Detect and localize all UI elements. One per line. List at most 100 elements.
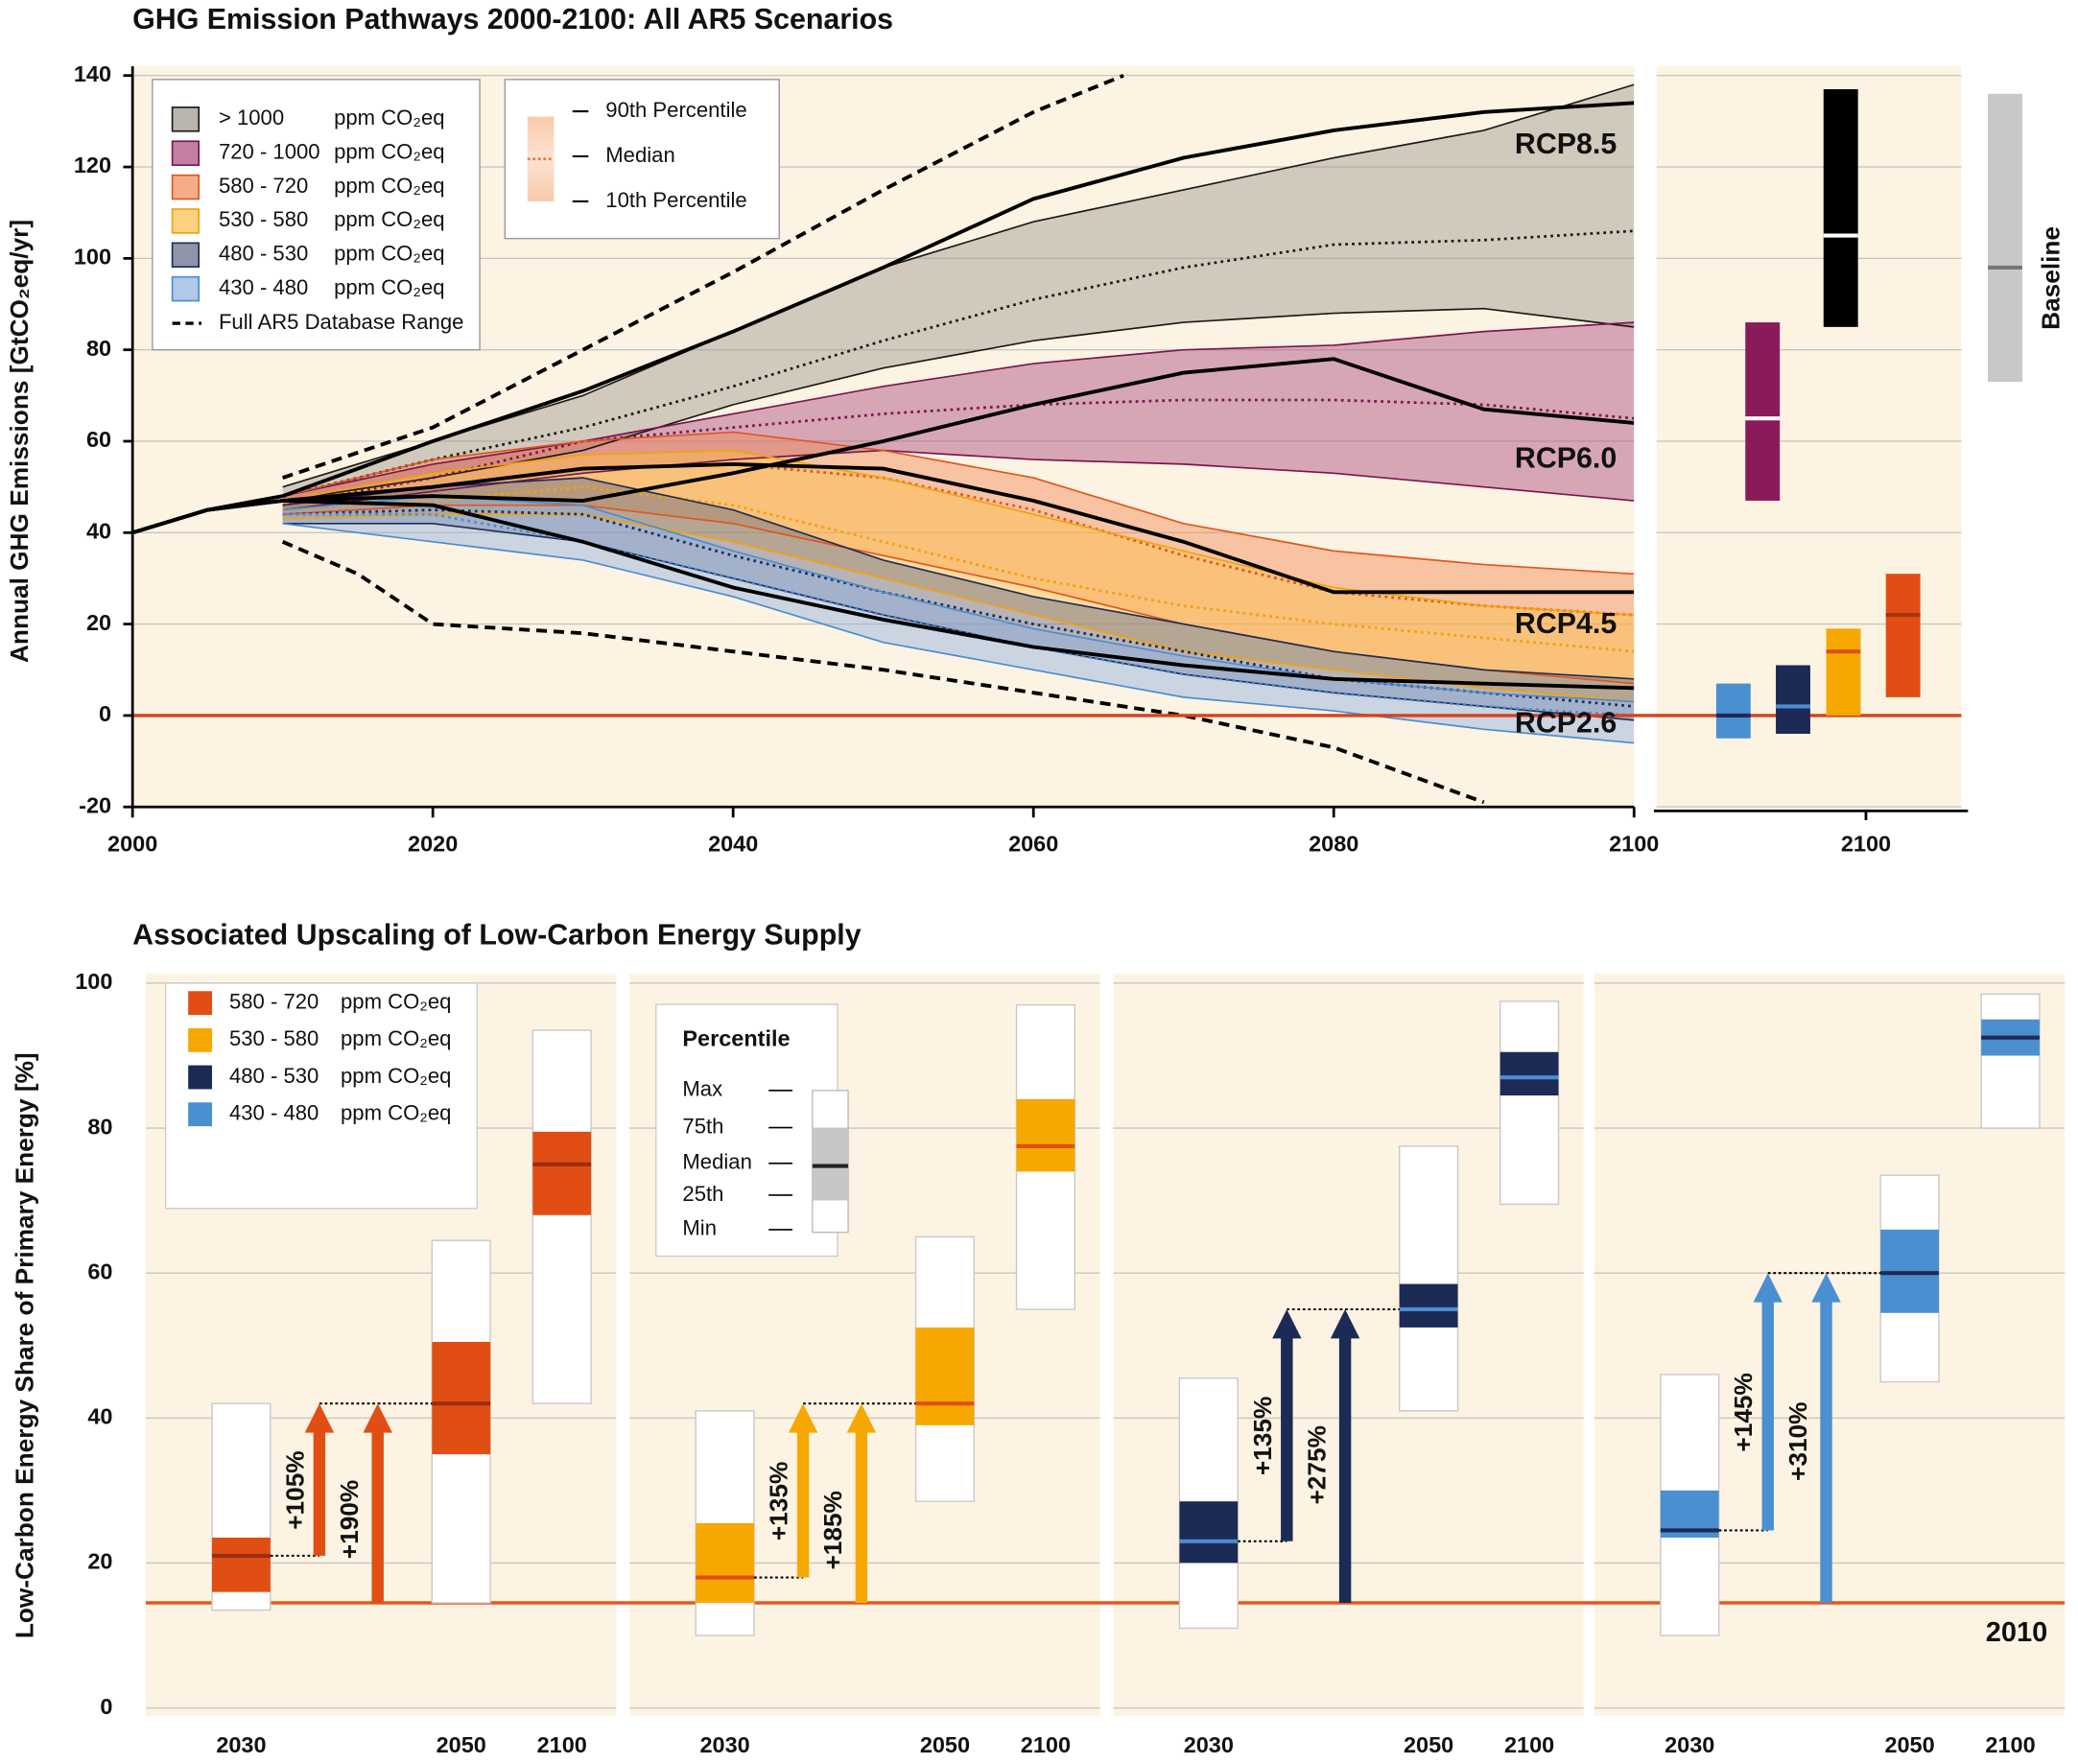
x-tick-label: 2100 <box>1021 1732 1071 1757</box>
range-bar <box>1826 628 1861 716</box>
y-tick-label: 20 <box>87 1549 112 1574</box>
x-tick-label: 2060 <box>1008 832 1058 857</box>
arrow-label: +135% <box>765 1462 793 1541</box>
legend-label: 580 - 720 <box>229 990 319 1014</box>
legend-swatch <box>171 242 201 269</box>
band-median <box>282 508 1635 708</box>
legend-unit: ppm CO₂eq <box>334 106 444 129</box>
legend-swatch <box>171 140 201 166</box>
box-whisker-range <box>1980 993 2041 1129</box>
y-axis-label: Low-Carbon Energy Share of Primary Energ… <box>11 1052 39 1638</box>
legend-swatch <box>188 1027 213 1052</box>
band-edge <box>282 513 1635 703</box>
legend-box <box>164 982 478 1210</box>
arrow <box>1330 1308 1360 1604</box>
band-area <box>282 450 1635 702</box>
percentile-legend-label: 75th <box>682 1114 723 1138</box>
x-tick-label: 2030 <box>700 1732 750 1757</box>
legend-label: 530 - 580 <box>229 1026 319 1050</box>
y-tick-label: 120 <box>74 153 111 177</box>
box-whisker-range <box>1499 1000 1560 1206</box>
arrow-label: +310% <box>1783 1402 1812 1481</box>
rcp-label: RCP8.5 <box>1515 128 1617 160</box>
band-edge <box>282 83 1635 488</box>
x-tick-label: 2050 <box>437 1732 486 1757</box>
legend-unit: ppm CO₂eq <box>341 1101 451 1125</box>
x-tick-label: 2050 <box>1884 1732 1934 1757</box>
x-tick-label: 2050 <box>920 1732 970 1757</box>
legend-label: Full AR5 Database Range <box>219 310 463 334</box>
legend-unit: ppm CO₂eq <box>334 140 444 164</box>
arrow <box>1811 1273 1841 1604</box>
legend-label: 90th Percentile <box>605 98 746 122</box>
box-iqr <box>212 1538 271 1592</box>
y-tick-label: 40 <box>86 519 111 544</box>
y-tick-label: 20 <box>86 610 111 635</box>
chart-title: Associated Upscaling of Low-Carbon Energ… <box>132 919 862 952</box>
x-tick-label: 2050 <box>1404 1732 1453 1757</box>
percentile-legend-label: 25th <box>682 1182 723 1206</box>
legend-label: 580 - 720 <box>219 174 308 198</box>
y-tick-label: 60 <box>86 427 111 452</box>
x-tick-label: 2020 <box>408 832 458 857</box>
band-edge <box>282 522 1635 744</box>
x-tick-label: 2030 <box>216 1732 266 1757</box>
reference-label: 2010 <box>1986 1617 2048 1648</box>
arrow-label: +185% <box>818 1491 847 1569</box>
side-x-tick-label: 2100 <box>1841 832 1891 857</box>
plot-layer <box>132 73 1635 805</box>
legend-label: 430 - 480 <box>219 275 308 299</box>
legend-unit: ppm CO₂eq <box>334 207 444 231</box>
legend-label: 480 - 530 <box>229 1064 319 1088</box>
x-tick-label: 2030 <box>1665 1732 1714 1757</box>
arrow <box>1272 1308 1302 1541</box>
range-bar <box>1885 574 1921 697</box>
database-range-line <box>281 540 1485 805</box>
x-tick-label: 2040 <box>708 832 758 857</box>
legend-unit: ppm CO₂eq <box>341 1026 451 1050</box>
range-bar <box>1823 89 1858 327</box>
y-tick-label: -20 <box>79 792 111 817</box>
legend-label: 10th Percentile <box>605 188 746 212</box>
legend-label: > 1000 <box>219 106 284 129</box>
box-iqr <box>532 1131 592 1215</box>
legend-label: 530 - 580 <box>219 207 308 231</box>
percentile-legend-title: Percentile <box>682 1026 790 1051</box>
band-median <box>282 398 1635 507</box>
x-tick-label: 2100 <box>1985 1732 2035 1757</box>
box-whisker-range <box>531 1029 592 1404</box>
band-area <box>282 478 1635 720</box>
band-edge <box>282 522 1635 721</box>
band-area <box>282 84 1635 502</box>
legend-swatch <box>171 174 201 200</box>
rcp-label: RCP6.0 <box>1515 441 1617 474</box>
legend-swatch <box>188 991 213 1016</box>
legend-swatch <box>188 1102 213 1127</box>
percentile-legend-label: Min <box>682 1216 717 1240</box>
x-tick-label: 2100 <box>1609 832 1659 857</box>
arrow-label: +275% <box>1302 1425 1331 1504</box>
band-edge <box>282 495 1635 703</box>
legend-swatch <box>171 275 201 302</box>
band-area <box>282 496 1635 743</box>
box-iqr <box>696 1522 755 1604</box>
x-tick-label: 2030 <box>1184 1732 1234 1757</box>
band-area <box>282 322 1635 510</box>
arrow <box>846 1403 877 1604</box>
arrow <box>1753 1273 1783 1531</box>
percentile-legend-label: Median <box>682 1150 751 1174</box>
band-median <box>282 485 1635 653</box>
rcp-label: RCP4.5 <box>1515 607 1617 640</box>
chart-title: GHG Emission Pathways 2000-2100: All AR5… <box>132 3 893 35</box>
y-tick-label: 0 <box>99 701 111 726</box>
range-bar <box>1776 665 1810 734</box>
legend-swatch <box>171 208 201 234</box>
legend-swatch <box>188 1065 213 1090</box>
percentile-legend-label: Max <box>682 1077 722 1101</box>
x-tick-label: 2100 <box>1504 1732 1554 1757</box>
x-tick-label: 2100 <box>537 1732 587 1757</box>
y-tick-label: 0 <box>100 1694 112 1719</box>
band-edge <box>282 321 1635 497</box>
arrow <box>788 1403 818 1578</box>
